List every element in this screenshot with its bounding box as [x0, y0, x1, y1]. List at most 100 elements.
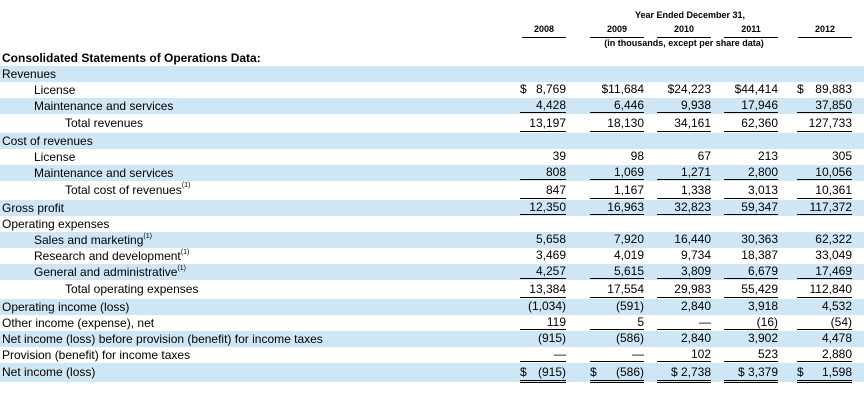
value-cell: 4,019	[590, 248, 645, 262]
value-cell: 17,946	[724, 98, 779, 113]
table-row: Cost of revenues	[0, 133, 864, 149]
value-cell: 9,938	[657, 98, 712, 113]
value-cell: 2,840	[657, 299, 712, 313]
value-text: 2,840	[680, 331, 711, 345]
value-cell: 98	[590, 149, 645, 163]
value-text: 67	[697, 149, 711, 163]
value-text: 3,918	[747, 299, 778, 313]
currency-symbol: $	[797, 365, 804, 379]
value-text: 4,428	[535, 98, 566, 112]
footnote-marker: (1)	[177, 265, 186, 272]
value-text: 7,920	[613, 232, 644, 246]
value-text: 5,658	[535, 232, 566, 246]
value-cell: 10,361	[797, 181, 853, 199]
value-text: 62,322	[815, 232, 852, 246]
value-cell: 18,130	[590, 114, 645, 132]
value-cell: 1,271	[657, 165, 712, 180]
value-text: 30,363	[741, 232, 778, 246]
value-text: 59,347	[741, 200, 778, 214]
value-text: 4,019	[613, 248, 644, 262]
value-text: 5	[637, 315, 644, 329]
value-text: 32,823	[674, 200, 711, 214]
value-cell: 3,013	[724, 181, 779, 199]
value-cell: 3,469	[520, 248, 567, 262]
value-text: 2,880	[821, 347, 852, 361]
value-text: 13,384	[529, 282, 566, 296]
row-label: Operating expenses	[2, 216, 109, 232]
value-cell: 523	[724, 347, 779, 362]
value-text: (915)	[537, 365, 566, 379]
row-label-text: Other income (expense), net	[2, 316, 155, 330]
value-text: 1,271	[680, 165, 711, 179]
value-cell: 34,161	[657, 114, 712, 132]
value-cell: 5,615	[590, 264, 645, 279]
value-cell: $24,223	[657, 82, 712, 96]
row-label-text: Net income (loss) before provision (bene…	[2, 332, 323, 346]
value-text: 89,883	[815, 82, 852, 96]
value-text: 1,069	[613, 165, 644, 179]
row-label-text: Provision (benefit) for income taxes	[2, 348, 191, 362]
value-text: 3,013	[747, 183, 778, 197]
value-text: 9,938	[680, 98, 711, 112]
statement-table: Revenues License $8,769 $11,684 $24,223 $44,4…	[0, 66, 864, 383]
value-cell: 1,069	[590, 165, 645, 180]
value-text: 13,197	[529, 116, 566, 130]
row-label: Research and development(1)	[34, 248, 189, 264]
table-row: General and administrative(1) 4,257 5,615 3…	[0, 264, 864, 280]
value-cell: 62,322	[797, 232, 853, 246]
value-text: 523	[757, 347, 778, 361]
year-header-2010: 2010	[657, 24, 711, 38]
value-text: (915)	[537, 331, 566, 345]
value-text: 62,360	[741, 116, 778, 130]
value-text: $ 2,738	[670, 365, 711, 379]
row-label-text: Operating income (loss)	[2, 300, 130, 314]
value-text: 12,350	[529, 200, 566, 214]
value-text: 4,532	[821, 299, 852, 313]
value-cell: 18,387	[724, 248, 779, 262]
value-cell: $44,414	[724, 82, 779, 96]
table-row: License $8,769 $11,684 $24,223 $44,414 $89,88…	[0, 82, 864, 98]
table-row: Other income (expense), net 119 5 — (16) (54)	[0, 315, 864, 331]
value-text: 4,478	[821, 331, 852, 345]
row-label: Net income (loss)	[2, 363, 95, 382]
value-cell: (591)	[590, 299, 645, 313]
value-text: $ 3,379	[737, 365, 778, 379]
value-cell: 4,532	[797, 299, 853, 313]
value-cell: 30,363	[724, 232, 779, 246]
row-label: General and administrative(1)	[34, 264, 186, 280]
value-cell: 7,920	[590, 232, 645, 246]
value-cell: 16,440	[657, 232, 712, 246]
value-cell: 62,360	[724, 114, 779, 132]
table-row: Maintenance and services 4,428 6,446 9,938 1…	[0, 98, 864, 114]
value-text: 29,983	[674, 282, 711, 296]
value-cell: 37,850	[797, 98, 853, 113]
value-cell: $ (586)	[590, 363, 645, 383]
value-cell: 5	[590, 315, 645, 330]
value-text: 17,554	[607, 282, 644, 296]
value-cell: 808	[520, 165, 567, 180]
value-text: (16)	[756, 315, 778, 329]
value-cell: 119	[520, 315, 567, 330]
value-cell: (1,034)	[520, 299, 567, 313]
row-label-text: Net income (loss)	[2, 365, 96, 379]
value-cell: 2,800	[724, 165, 779, 180]
value-cell: —	[657, 315, 712, 330]
row-label-text: Operating expenses	[2, 217, 110, 231]
value-cell: —	[520, 347, 567, 362]
value-text: $11,684	[601, 82, 645, 96]
table-row: Sales and marketing(1) 5,658 7,920 16,440 30…	[0, 232, 864, 248]
row-label-text: Sales and marketing	[34, 233, 144, 247]
value-text: 2,840	[680, 299, 711, 313]
row-label: Total operating expenses	[65, 280, 198, 299]
value-cell: 39	[520, 149, 567, 163]
value-text: 18,130	[607, 116, 644, 130]
row-label: Maintenance and services	[34, 98, 173, 114]
row-label: Gross profit	[2, 200, 64, 216]
table-row: Operating expenses	[0, 216, 864, 232]
value-cell: 59,347	[724, 200, 779, 215]
value-cell: 9,734	[657, 248, 712, 262]
value-text: 117,372	[809, 200, 853, 214]
value-cell: 3,902	[724, 331, 779, 345]
value-text: 98	[630, 149, 644, 163]
value-text: —	[699, 315, 711, 329]
